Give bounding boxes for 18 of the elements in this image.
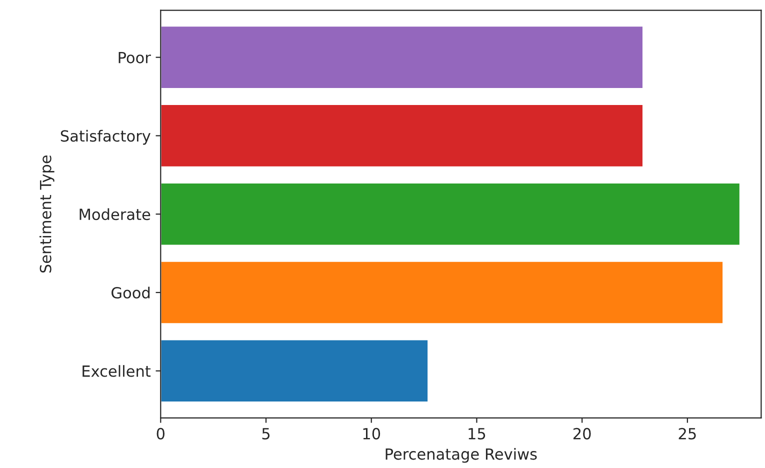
x-tick-label: 0 bbox=[156, 428, 164, 440]
x-tick-label: 15 bbox=[468, 428, 486, 440]
x-tick-label: 20 bbox=[573, 428, 591, 440]
bar bbox=[160, 338, 429, 403]
bar bbox=[160, 104, 644, 168]
x-tick-label: 5 bbox=[262, 428, 270, 440]
y-tick-label: Moderate bbox=[80, 208, 150, 220]
y-tick-label: Good bbox=[112, 286, 150, 299]
y-tick-label: Poor bbox=[118, 52, 151, 64]
y-axis-title: Sentiment Type bbox=[40, 155, 54, 273]
bar bbox=[160, 25, 644, 90]
bar bbox=[160, 182, 741, 246]
y-tick-label: Excellent bbox=[82, 365, 151, 377]
x-tick-label: 10 bbox=[363, 428, 380, 440]
bar bbox=[160, 260, 724, 325]
x-axis-title: Percenatage Reviws bbox=[386, 448, 537, 463]
y-tick-label: Satisfactory bbox=[60, 130, 150, 145]
x-tick-label: 25 bbox=[678, 428, 696, 440]
